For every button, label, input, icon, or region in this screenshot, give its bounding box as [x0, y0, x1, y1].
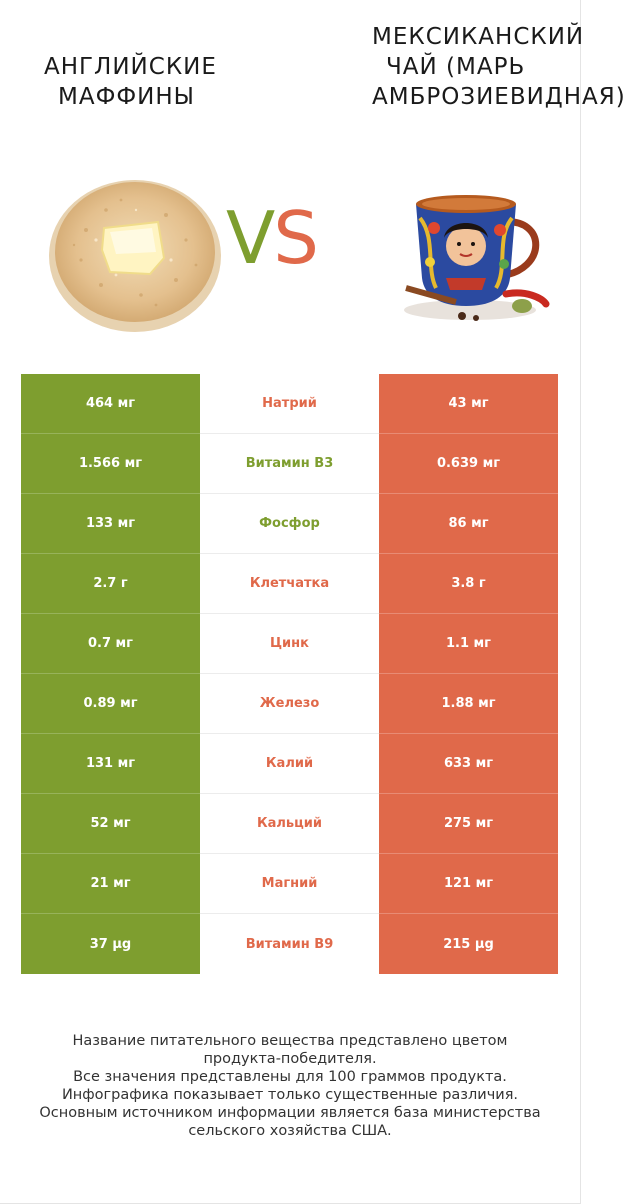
table-row: 21 мг Магний 121 мг: [21, 854, 558, 914]
english-muffin-image: [49, 180, 221, 332]
right-value: 86 мг: [379, 494, 558, 554]
left-value: 52 мг: [21, 794, 200, 854]
footer-line: Все значения представлены для 100 граммо…: [73, 1069, 507, 1085]
nutrient-name: Калий: [200, 734, 379, 794]
right-value: 1.1 мг: [379, 614, 558, 674]
right-title-line-3: АМБРОЗИЕВИДНАЯ): [372, 84, 626, 110]
left-value: 1.566 мг: [21, 434, 200, 494]
right-value: 43 мг: [379, 374, 558, 434]
table-row: 0.89 мг Железо 1.88 мг: [21, 674, 558, 734]
table-row: 0.7 мг Цинк 1.1 мг: [21, 614, 558, 674]
right-title-line-1: МЕКСИКАНСКИЙ: [372, 24, 585, 50]
table-row: 52 мг Кальций 275 мг: [21, 794, 558, 854]
right-value: 0.639 мг: [379, 434, 558, 494]
footer-line: Название питательного вещества представл…: [72, 1033, 508, 1049]
table-row: 133 мг Фосфор 86 мг: [21, 494, 558, 554]
nutrient-name: Витамин B9: [200, 914, 379, 974]
nutrient-name: Натрий: [200, 374, 379, 434]
right-value: 3.8 г: [379, 554, 558, 614]
footer-line: продукта-победителя.: [203, 1051, 377, 1067]
right-value: 633 мг: [379, 734, 558, 794]
left-value: 37 µg: [21, 914, 200, 974]
left-value: 2.7 г: [21, 554, 200, 614]
footer-line: сельского хозяйства США.: [188, 1123, 392, 1139]
nutrient-name: Магний: [200, 854, 379, 914]
nutrient-name: Кальций: [200, 794, 379, 854]
table-row: 464 мг Натрий 43 мг: [21, 374, 558, 434]
left-value: 464 мг: [21, 374, 200, 434]
table-row: 131 мг Калий 633 мг: [21, 734, 558, 794]
right-value: 275 мг: [379, 794, 558, 854]
right-value: 121 мг: [379, 854, 558, 914]
nutrient-name: Клетчатка: [200, 554, 379, 614]
nutrient-comparison-table: 464 мг Натрий 43 мг 1.566 мг Витамин B3 0.639…: [21, 374, 558, 974]
left-title-line-2: МАФФИНЫ: [58, 84, 195, 110]
nutrient-name: Витамин B3: [200, 434, 379, 494]
left-product-title: АНГЛИЙСКИЕ МАФФИНЫ: [44, 52, 217, 112]
vs-label: VS: [226, 188, 319, 288]
frame-border-right: [580, 0, 581, 1204]
right-product-title: МЕКСИКАНСКИЙ ЧАЙ (МАРЬ АМБРОЗИЕВИДНАЯ): [372, 22, 626, 112]
right-value: 215 µg: [379, 914, 558, 974]
vs-letter-v: V: [226, 196, 275, 280]
left-title-line-1: АНГЛИЙСКИЕ: [44, 54, 217, 80]
left-value: 0.7 мг: [21, 614, 200, 674]
nutrient-name: Железо: [200, 674, 379, 734]
left-value: 0.89 мг: [21, 674, 200, 734]
vs-letter-s: S: [273, 196, 319, 280]
footer-notes: Название питательного вещества представл…: [0, 1032, 580, 1140]
right-value: 1.88 мг: [379, 674, 558, 734]
left-value: 133 мг: [21, 494, 200, 554]
table-row: 1.566 мг Витамин B3 0.639 мг: [21, 434, 558, 494]
tea-cup-image: [404, 195, 550, 321]
table-row: 2.7 г Клетчатка 3.8 г: [21, 554, 558, 614]
nutrient-name: Фосфор: [200, 494, 379, 554]
right-title-line-2: ЧАЙ (МАРЬ: [386, 54, 526, 80]
nutrient-name: Цинк: [200, 614, 379, 674]
left-value: 21 мг: [21, 854, 200, 914]
left-value: 131 мг: [21, 734, 200, 794]
table-row: 37 µg Витамин B9 215 µg: [21, 914, 558, 974]
footer-line: Инфографика показывает только существенн…: [61, 1087, 519, 1103]
footer-line: Основным источником информации является …: [39, 1105, 541, 1121]
